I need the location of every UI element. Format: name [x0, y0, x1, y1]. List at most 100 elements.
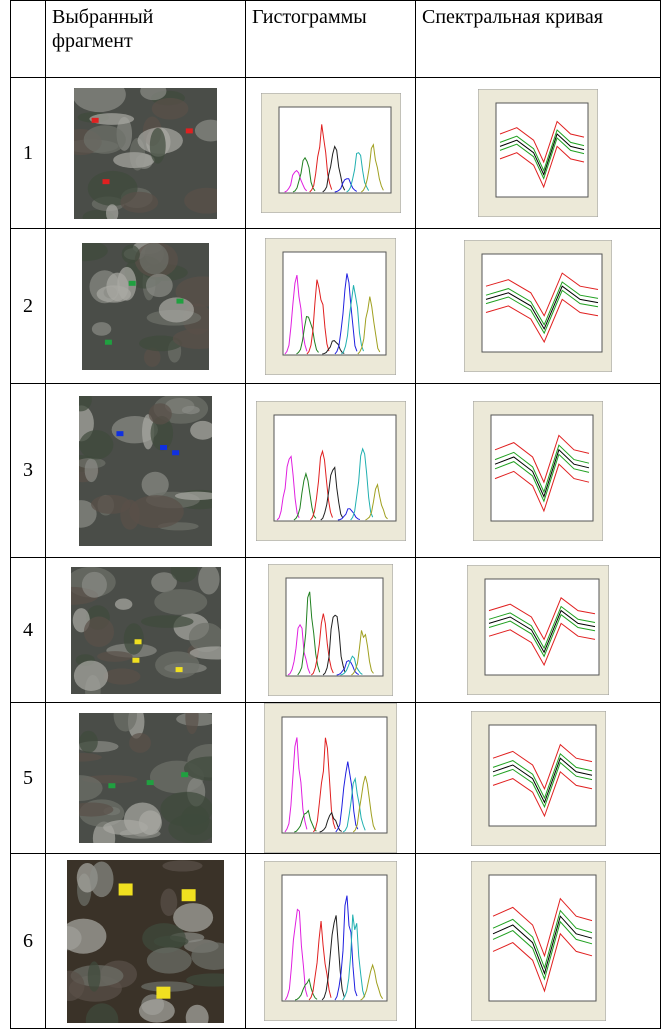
roi-marker: [129, 280, 136, 285]
roi-marker: [119, 883, 133, 895]
terrain: [129, 495, 184, 528]
table-row: 3: [11, 384, 661, 558]
plot-area: [489, 875, 596, 1001]
plot-area: [283, 252, 386, 355]
roi-marker: [105, 339, 112, 344]
terrain: [88, 961, 101, 991]
histogram-thumbnail: [265, 238, 396, 375]
terrain: [79, 430, 113, 459]
terrain: [141, 615, 194, 628]
terrain: [162, 860, 202, 871]
roi-marker: [175, 667, 182, 672]
roi-marker: [147, 780, 154, 785]
satellite-image: [67, 860, 224, 1023]
image-cell: [246, 384, 416, 558]
histogram-thumbnail: [261, 93, 401, 213]
terrain: [85, 458, 98, 482]
header-cell: Выбранный фрагмент: [46, 1, 246, 78]
terrain: [152, 97, 189, 119]
image-cell: [246, 78, 416, 229]
terrain: [182, 405, 200, 413]
image-cell: [416, 229, 661, 384]
terrain: [139, 243, 168, 274]
satellite-image: [74, 88, 217, 219]
histogram-thumbnail: [268, 564, 393, 696]
image-cell: [416, 854, 661, 1029]
roi-marker: [182, 889, 196, 901]
terrain: [129, 733, 151, 753]
image-cell: [46, 384, 246, 558]
terrain: [150, 127, 166, 163]
image-cell: [416, 703, 661, 854]
terrain: [73, 660, 107, 690]
roi-marker: [108, 783, 115, 788]
terrain: [146, 273, 173, 297]
satellite-image: [79, 713, 212, 843]
plot-area: [286, 578, 383, 676]
roi-marker: [160, 445, 167, 450]
spectral-curve-thumbnail: [473, 401, 603, 541]
terrain: [92, 322, 111, 336]
image-cell: [246, 703, 416, 854]
terrain: [155, 651, 199, 678]
histogram-thumbnail: [256, 401, 406, 541]
terrain: [123, 623, 143, 655]
terrain: [154, 589, 207, 615]
table-row: 6: [11, 854, 661, 1029]
histogram-thumbnail: [264, 703, 397, 853]
terrain: [173, 903, 213, 932]
table-row: 4: [11, 558, 661, 703]
image-cell: [416, 384, 661, 558]
header-cell: Спектральная кривая: [416, 1, 661, 78]
roi-marker: [172, 450, 179, 455]
row-number: 2: [11, 229, 46, 384]
image-cell: [246, 558, 416, 703]
terrain: [91, 494, 131, 513]
terrain: [120, 191, 158, 212]
table-row: 1: [11, 78, 661, 229]
roi-marker: [186, 128, 193, 133]
image-cell: [46, 558, 246, 703]
row-number: 4: [11, 558, 46, 703]
roi-marker: [176, 298, 183, 303]
table-row: 5: [11, 703, 661, 854]
terrain: [79, 731, 98, 753]
roi-marker: [103, 179, 110, 184]
terrain: [160, 792, 212, 827]
image-cell: [46, 229, 246, 384]
table: Выбранный фрагмент Гистограммы Спектраль…: [10, 0, 661, 1029]
header-row: Выбранный фрагмент Гистограммы Спектраль…: [11, 1, 661, 78]
header-cell: Гистограммы: [246, 1, 416, 78]
image-cell: [46, 78, 246, 229]
terrain: [139, 999, 175, 1022]
row-number: 3: [11, 384, 46, 558]
spectral-curve-thumbnail: [464, 240, 612, 372]
header-cell: [11, 1, 46, 78]
terrain: [147, 947, 192, 973]
plot-area: [489, 725, 596, 826]
roi-marker: [132, 657, 139, 662]
terrain: [149, 403, 172, 424]
terrain: [103, 668, 140, 684]
roi-marker: [92, 117, 99, 122]
image-cell: [416, 558, 661, 703]
row-number: 6: [11, 854, 46, 1029]
terrain: [81, 571, 106, 597]
spectral-curve-thumbnail: [467, 565, 609, 695]
image-cell: [416, 78, 661, 229]
spectral-curve-thumbnail: [478, 89, 598, 217]
terrain: [83, 616, 113, 646]
terrain: [84, 125, 126, 154]
plot-area: [491, 415, 593, 521]
roi-marker: [134, 639, 141, 644]
plot-area: [282, 875, 387, 1001]
satellite-image: [79, 396, 212, 546]
table-row: 2: [11, 229, 661, 384]
image-cell: [246, 229, 416, 384]
image-cell: [46, 703, 246, 854]
terrain: [97, 651, 133, 662]
spectral-curve-thumbnail: [471, 711, 606, 846]
terrain: [103, 820, 148, 835]
terrain: [114, 598, 131, 609]
image-cell: [46, 854, 246, 1029]
